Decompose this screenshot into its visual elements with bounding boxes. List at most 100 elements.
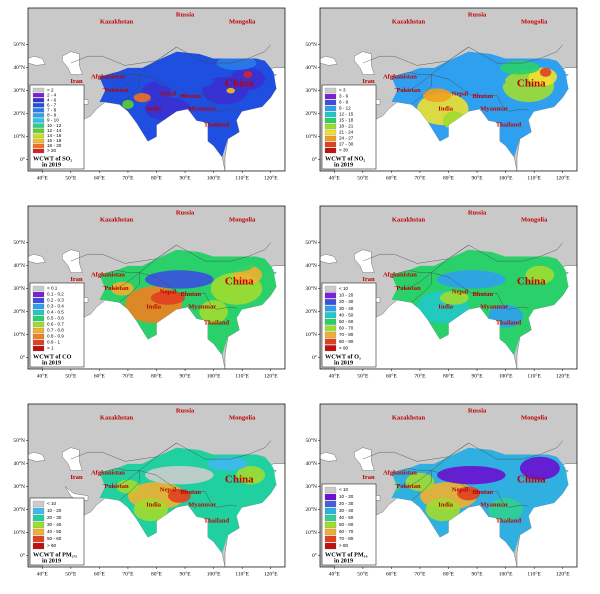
country-label: Kazakhstan: [392, 414, 426, 421]
water: [354, 249, 375, 273]
country-label: Pakistan: [396, 285, 421, 292]
lat-tick-label: 10°N: [305, 529, 317, 536]
legend-swatch: [32, 148, 45, 154]
country-label: Iran: [70, 78, 83, 85]
country-label: Myanmar: [480, 303, 508, 310]
legend-swatch: [32, 507, 45, 515]
country-label: Thailand: [496, 320, 522, 327]
field: [99, 249, 277, 356]
legend-label: 50 - 60: [339, 319, 354, 324]
border: [391, 270, 432, 276]
border: [391, 468, 432, 474]
field-patch: [122, 99, 134, 110]
legend-label: 6 - 9: [339, 100, 349, 105]
legend-swatch: [324, 535, 337, 543]
lon-tick-label: 120°E: [264, 570, 278, 577]
field: [391, 249, 569, 356]
lon-tick-label: 60°E: [386, 174, 398, 181]
legend-swatch: [324, 345, 337, 352]
lat-tick-label: 10°N: [305, 331, 317, 338]
legend-swatch: [32, 339, 45, 346]
legend-label: 15 - 18: [339, 118, 354, 123]
lon-tick-label: 90°E: [472, 372, 484, 379]
field-patch: [145, 270, 214, 289]
country-label: Iran: [70, 276, 83, 283]
lat-tick-label: 30°N: [13, 87, 25, 94]
legend-label: 20 - 30: [47, 515, 62, 520]
border: [139, 74, 237, 112]
country-label: Mongolia: [521, 216, 548, 223]
water: [28, 55, 46, 66]
country-label: Myanmar: [480, 501, 508, 508]
legend-label: 16 - 18: [47, 138, 62, 143]
legend-label: < 10: [339, 286, 349, 291]
lon-tick-label: 40°E: [329, 174, 341, 181]
legend-swatch: [32, 297, 45, 304]
legend-swatch: [324, 129, 337, 136]
lon-tick-label: 120°E: [264, 372, 278, 379]
country-label: India: [438, 105, 454, 112]
border: [70, 46, 177, 66]
legend-label: 0.4 - 0.5: [47, 310, 64, 315]
water: [62, 447, 83, 471]
legend-label: 7 - 8: [47, 108, 57, 113]
legend-label: 0.5 - 0.6: [47, 316, 64, 321]
field: [99, 51, 277, 158]
lon-tick-label: 80°E: [443, 174, 455, 181]
legend-label: 9 - 12: [339, 106, 351, 111]
country-label: India: [146, 501, 162, 508]
country-label: Afghanistan: [383, 469, 417, 476]
field-patch: [439, 290, 469, 305]
legend-swatch: [324, 332, 337, 338]
legend-label: 14 - 16: [47, 133, 62, 138]
lon-tick-label: 90°E: [472, 174, 484, 181]
lon-tick-label: 120°E: [264, 174, 278, 181]
country-label: Russia: [468, 11, 487, 18]
lat-tick-label: 10°N: [13, 133, 25, 140]
lat-tick-label: 20°N: [13, 506, 25, 513]
legend-label: 70 - 80: [339, 332, 354, 337]
field-patch: [437, 270, 506, 289]
lon-tick-label: 120°E: [556, 372, 570, 379]
lon-tick-label: 40°E: [37, 372, 49, 379]
country-label: Myanmar: [188, 303, 216, 310]
country-label: Bhutan: [180, 291, 201, 298]
legend-label: 18 - 21: [339, 124, 354, 129]
legend-label: > 30: [339, 148, 349, 153]
legend-swatch: [324, 338, 337, 345]
legend-swatch: [32, 285, 45, 292]
country-label: Mongolia: [229, 18, 256, 25]
field-patch: [499, 60, 540, 75]
legend-label: 0.3 - 0.4: [47, 304, 64, 309]
lon-tick-label: 60°E: [94, 372, 106, 379]
lon-tick-label: 100°E: [499, 174, 513, 181]
legend-swatch: [32, 321, 45, 328]
country-label: Myanmar: [480, 105, 508, 112]
lon-tick-label: 40°E: [37, 570, 49, 577]
legend-label: 24 - 27: [339, 136, 354, 141]
legend-swatch: [32, 327, 45, 334]
legend-swatch: [324, 312, 337, 319]
legend-label: 4 - 6: [47, 97, 57, 102]
country-label: Mongolia: [229, 414, 256, 421]
legend-swatch: [32, 92, 45, 98]
map-panel: Russia Kazakhstan Mongolia Iran Afghanistan P…: [13, 205, 286, 379]
lat-tick-label: 0°: [20, 354, 25, 361]
border: [70, 442, 177, 462]
legend-label: 12 - 15: [339, 112, 354, 117]
field-patch: [150, 290, 186, 305]
legend-label: 30 - 40: [47, 522, 62, 527]
field-patch: [199, 300, 228, 324]
legend-swatch: [32, 128, 45, 133]
lon-tick-label: 110°E: [235, 570, 249, 577]
border: [431, 74, 529, 112]
lon-tick-label: 60°E: [94, 570, 106, 577]
legend-swatch: [32, 291, 45, 298]
country-label: Thailand: [204, 122, 230, 129]
field-patch: [207, 258, 254, 273]
lon-tick-label: 70°E: [414, 174, 426, 181]
country-label: Pakistan: [104, 483, 129, 490]
legend-swatch: [324, 292, 337, 299]
border: [411, 470, 432, 501]
lat-tick-label: 40°N: [13, 262, 25, 269]
